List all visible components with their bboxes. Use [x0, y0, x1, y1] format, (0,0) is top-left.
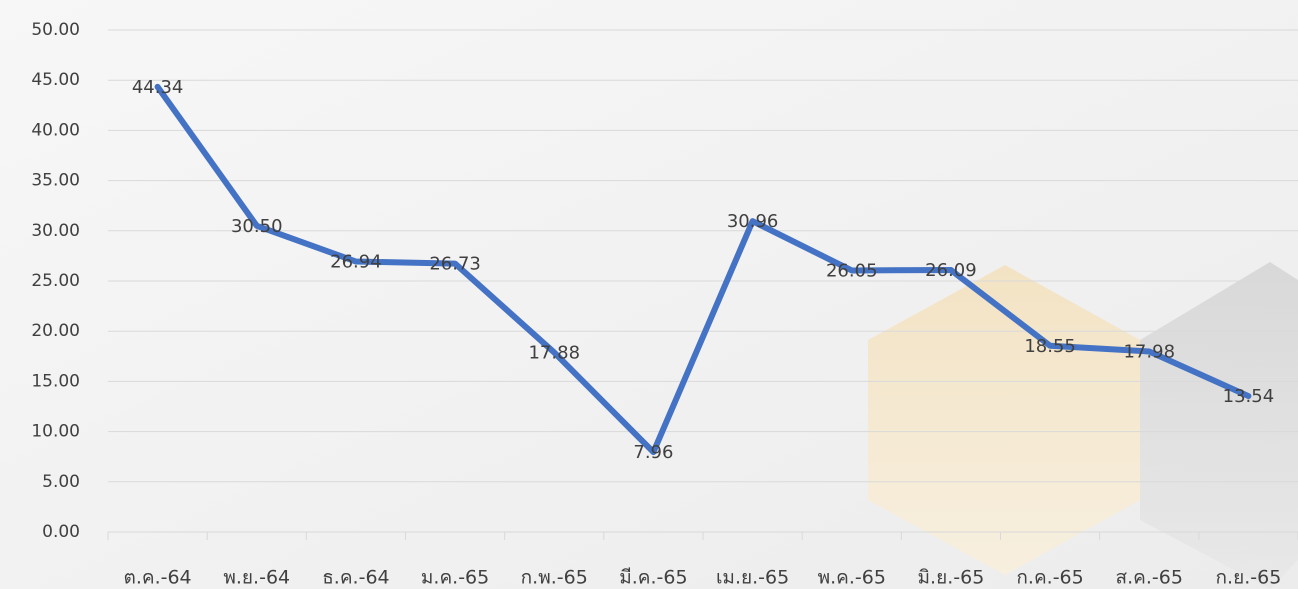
x-tick-label: พ.ย.-64 [223, 567, 290, 589]
data-label: 26.73 [429, 254, 481, 275]
data-label: 44.34 [132, 77, 184, 98]
y-tick-label: 25.00 [31, 271, 80, 291]
chart: 0.00 5.00 10.00 15.00 20.00 25.00 30.00 35.00 40… [0, 0, 1298, 589]
data-label: 26.94 [330, 252, 382, 273]
data-label: 17.98 [1123, 341, 1175, 362]
x-tick-label: ก.พ.-65 [521, 567, 588, 589]
data-label: 17.88 [528, 342, 580, 363]
data-label: 26.09 [925, 260, 977, 281]
y-tick-label: 10.00 [31, 422, 80, 442]
y-tick-label: 15.00 [31, 371, 80, 391]
y-tick-label: 35.00 [31, 171, 80, 191]
y-tick-label: 50.00 [31, 20, 80, 40]
x-tick-label: เม.ย.-65 [716, 567, 789, 589]
y-tick-label: 5.00 [42, 472, 80, 492]
y-tick-label: 20.00 [31, 321, 80, 341]
data-label: 26.05 [826, 260, 878, 281]
x-tick-label: ธ.ค.-64 [322, 567, 389, 589]
data-label: 13.54 [1223, 386, 1275, 407]
x-tick-label: ก.ค.-65 [1016, 567, 1083, 589]
data-label: 7.96 [633, 442, 673, 463]
y-tick-label: 30.00 [31, 221, 80, 241]
x-tick-label: ต.ค.-64 [123, 567, 191, 589]
data-label: 30.96 [727, 211, 779, 232]
x-tick-label: ม.ค.-65 [421, 567, 489, 589]
x-tick-label: มี.ค.-65 [619, 567, 687, 589]
y-tick-label: 40.00 [31, 120, 80, 140]
data-label: 30.50 [231, 216, 283, 237]
x-tick-label: ส.ค.-65 [1116, 567, 1183, 589]
y-tick-label: 0.00 [42, 522, 80, 542]
x-tick-label: พ.ค.-65 [818, 567, 886, 589]
data-label: 18.55 [1024, 336, 1076, 357]
x-tick-label: มิ.ย.-65 [918, 567, 985, 589]
y-tick-label: 45.00 [31, 70, 80, 90]
x-tick-label: ก.ย.-65 [1216, 567, 1282, 589]
